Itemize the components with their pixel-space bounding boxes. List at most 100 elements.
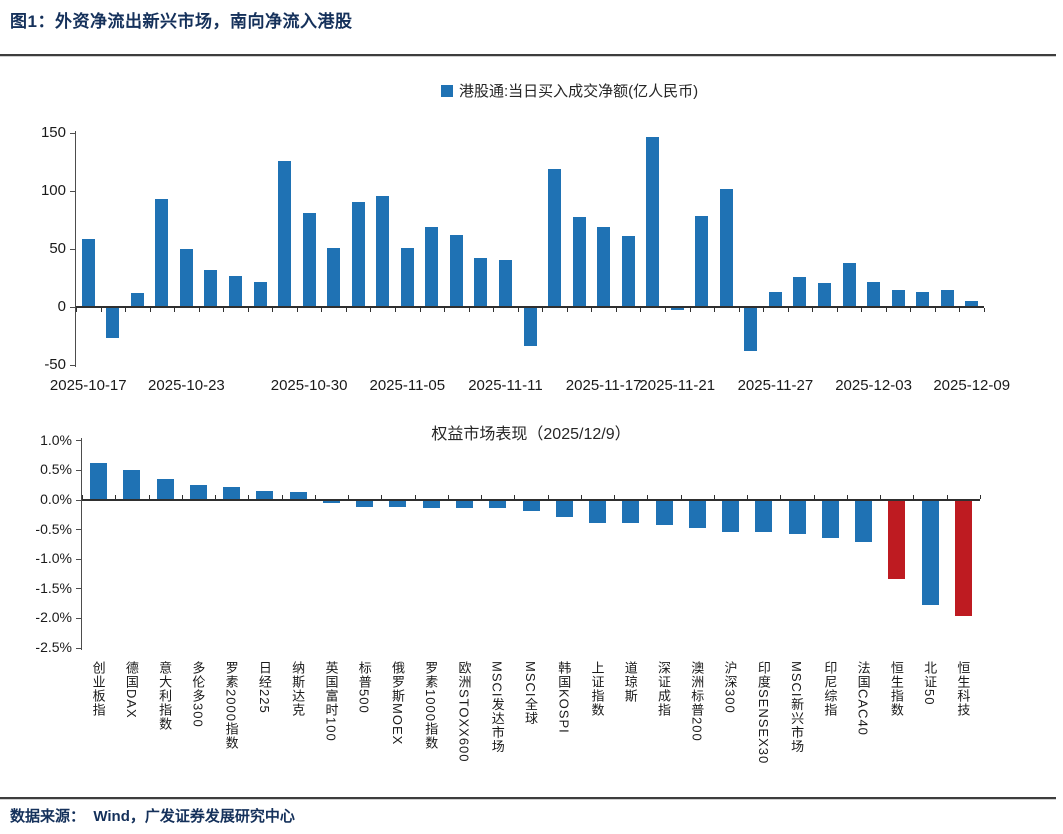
x-axis-tick <box>181 495 183 499</box>
bar <box>498 259 512 306</box>
bar <box>278 161 292 306</box>
x-axis-tick <box>381 495 383 499</box>
x-axis-tick <box>780 495 782 499</box>
x-tick-label: 2025-10-17 <box>49 377 127 394</box>
y-tick-label: -1.0% <box>35 550 72 567</box>
category-label: 深证成指 <box>656 661 672 717</box>
y-tick-label: -2.5% <box>35 639 72 655</box>
category-label: 多伦多300 <box>190 661 206 728</box>
x-axis-tick <box>640 308 642 312</box>
bar <box>229 275 242 306</box>
bar <box>821 501 839 539</box>
bar <box>179 249 193 306</box>
y-axis-tick <box>76 647 82 649</box>
bar <box>722 501 740 532</box>
x-axis-tick <box>980 495 981 499</box>
x-axis-tick <box>215 495 217 499</box>
x-axis-tick <box>125 308 127 312</box>
chart2-title: 权益市场表现（2025/12/9） <box>431 426 631 443</box>
x-axis-tick <box>517 308 519 312</box>
bar <box>688 501 706 528</box>
x-axis-tick <box>419 308 421 312</box>
bar <box>455 501 473 508</box>
bar <box>474 258 488 306</box>
y-tick-label: -1.5% <box>35 579 72 596</box>
x-axis-tick <box>100 308 102 312</box>
bar <box>253 281 267 306</box>
y-axis-tick <box>70 132 76 134</box>
category-label: 上证指数 <box>589 661 605 717</box>
bar <box>489 501 507 509</box>
bar <box>223 487 241 499</box>
y-axis-tick <box>70 306 76 308</box>
bar <box>376 195 390 306</box>
x-axis-tick <box>345 308 347 312</box>
x-tick-label: 2025-11-21 <box>639 377 716 394</box>
y-tick-label: 150 <box>40 124 66 141</box>
y-axis-line <box>81 438 82 650</box>
x-tick-label: 2025-10-30 <box>270 377 348 394</box>
category-label: 德国DAX <box>123 661 139 719</box>
x-axis-tick <box>148 495 150 499</box>
y-tick-label: -2.0% <box>35 609 72 626</box>
x-axis-tick <box>913 495 915 499</box>
category-label: 道琼斯 <box>622 661 638 703</box>
bar <box>322 501 340 504</box>
bar <box>123 469 141 499</box>
x-axis-tick <box>664 308 666 312</box>
bar <box>768 292 782 306</box>
bar <box>548 169 562 306</box>
bar <box>327 248 341 306</box>
bar <box>449 235 463 306</box>
x-axis-tick <box>885 308 887 312</box>
y-axis-tick <box>70 190 76 192</box>
x-axis-tick <box>514 495 516 499</box>
x-axis-tick <box>910 308 912 312</box>
bar <box>891 289 905 306</box>
x-axis-tick <box>468 308 470 312</box>
category-label: 罗素2000指数 <box>223 661 239 750</box>
category-label: 恒生指数 <box>888 661 904 717</box>
bar <box>655 501 673 526</box>
y-axis-tick <box>76 558 82 560</box>
category-label: 欧洲STOXX600 <box>456 661 472 763</box>
x-tick-label: 2025-12-03 <box>835 377 912 394</box>
x-axis-tick <box>321 308 323 312</box>
x-axis-tick <box>689 308 691 312</box>
bar <box>888 501 906 579</box>
x-axis-tick <box>547 495 549 499</box>
x-axis-tick <box>395 308 397 312</box>
bar <box>523 308 537 347</box>
x-axis-tick <box>76 308 77 312</box>
bar <box>695 215 709 306</box>
x-axis-tick <box>846 495 848 499</box>
y-axis-tick <box>76 588 82 590</box>
bar <box>189 485 207 499</box>
x-axis-tick <box>813 495 815 499</box>
bar <box>867 281 881 306</box>
y-axis-tick <box>76 469 82 471</box>
x-axis-tick <box>714 308 716 312</box>
x-tick-label: 2025-11-27 <box>737 377 814 394</box>
x-axis-tick <box>580 495 582 499</box>
category-label: 法国CAC40 <box>855 661 871 736</box>
figure-title: 图1：外资净流出新兴市场，南向净流入港股 <box>10 12 353 31</box>
y-tick-label: 50 <box>49 240 66 257</box>
x-axis-tick <box>296 308 298 312</box>
x-axis-tick <box>861 308 863 312</box>
x-tick-label: 2025-11-05 <box>369 377 446 394</box>
bar <box>204 270 218 306</box>
x-axis-tick <box>738 308 740 312</box>
x-axis-tick <box>493 308 495 312</box>
x-axis-tick <box>447 495 449 499</box>
x-axis-tick <box>984 308 985 312</box>
x-axis-tick <box>481 495 483 499</box>
bar <box>351 201 365 306</box>
x-axis-tick <box>647 495 649 499</box>
bar <box>90 463 108 499</box>
bar <box>389 501 407 507</box>
category-label: 创业板指 <box>90 661 106 717</box>
x-axis-tick <box>763 308 765 312</box>
x-axis-tick <box>247 308 249 312</box>
